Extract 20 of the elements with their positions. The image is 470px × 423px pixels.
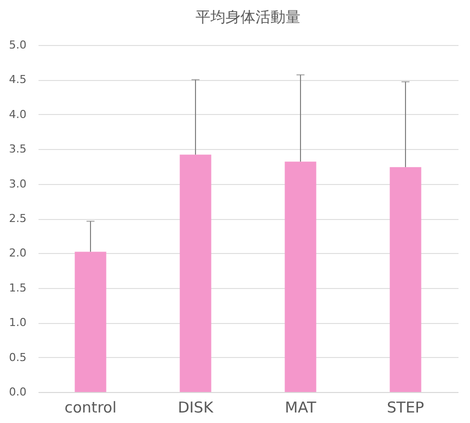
y-tick-label: 4.0 bbox=[9, 108, 26, 121]
bar bbox=[390, 167, 422, 392]
y-tick-label: 4.5 bbox=[9, 73, 26, 86]
y-tick-label: 5.0 bbox=[9, 38, 26, 52]
y-tick-label: 1.0 bbox=[9, 316, 26, 330]
y-tick-label: 3.0 bbox=[9, 177, 26, 190]
y-tick-label: 0.0 bbox=[9, 386, 26, 398]
y-tick-label: 2.5 bbox=[9, 212, 26, 225]
bar bbox=[74, 252, 106, 392]
chart-title: 平均身体活動量 bbox=[196, 8, 300, 26]
y-tick-label: 3.5 bbox=[9, 142, 26, 156]
x-tick-label: DISK bbox=[178, 398, 214, 416]
x-tick-label: STEP bbox=[386, 398, 424, 416]
bar bbox=[284, 162, 316, 392]
x-tick-label: control bbox=[64, 398, 116, 416]
bar bbox=[180, 154, 212, 392]
x-tick-label: MAT bbox=[284, 398, 317, 416]
y-tick-label: 2.0 bbox=[9, 246, 26, 260]
y-tick-label: 1.5 bbox=[9, 281, 26, 294]
y-tick-label: 0.5 bbox=[9, 350, 26, 364]
